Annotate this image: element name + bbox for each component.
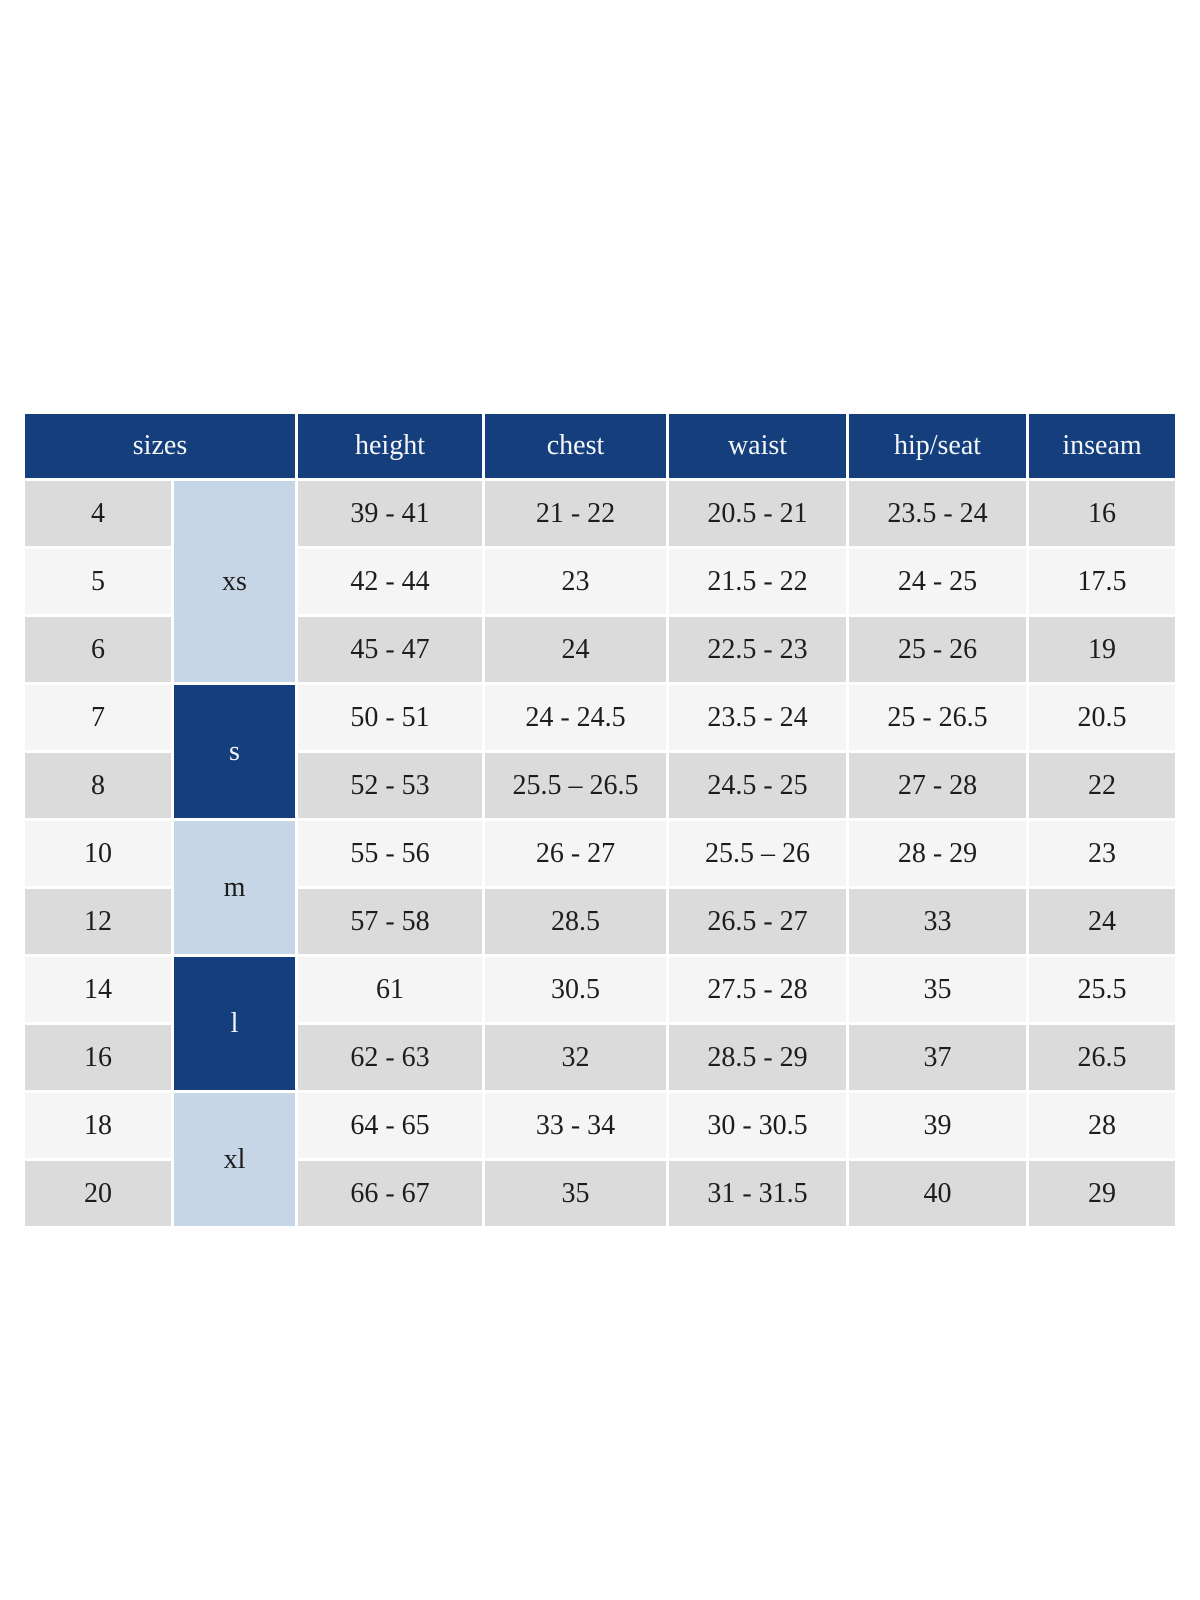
height-cell: 57 - 58 [298, 889, 482, 954]
header-inseam: inseam [1029, 414, 1175, 478]
height-cell: 45 - 47 [298, 617, 482, 682]
chest-cell: 23 [485, 549, 666, 614]
size-cell: 12 [25, 889, 171, 954]
table-row: 4 xs 39 - 41 21 - 22 20.5 - 21 23.5 - 24… [25, 481, 1175, 682]
hip-seat-cell: 35 [849, 957, 1026, 1022]
height-cell: 62 - 63 [298, 1025, 482, 1090]
chest-cell: 24 [485, 617, 666, 682]
header-hip-seat: hip/seat [849, 414, 1026, 478]
waist-cell: 30 - 30.5 [669, 1093, 846, 1158]
size-cell: 14 [25, 957, 171, 1022]
height-cell: 50 - 51 [298, 685, 482, 750]
inseam-cell: 16 [1029, 481, 1175, 546]
header-row: sizes height chest waist hip/seat inseam [25, 414, 1175, 478]
group-cell-l: l [174, 957, 295, 1090]
header-height: height [298, 414, 482, 478]
inseam-cell: 23 [1029, 821, 1175, 886]
table-row: 20 66 - 67 35 31 - 31.5 40 29 [25, 1161, 1175, 1226]
table-row: 8 52 - 53 25.5 – 26.5 24.5 - 25 27 - 28 … [25, 753, 1175, 818]
size-cell: 18 [25, 1093, 171, 1158]
inseam-cell: 28 [1029, 1093, 1175, 1158]
hip-seat-cell: 28 - 29 [849, 821, 1026, 886]
hip-seat-cell: 24 - 25 [849, 549, 1026, 614]
inseam-cell: 20.5 [1029, 685, 1175, 750]
hip-seat-cell: 25 - 26 [849, 617, 1026, 682]
size-cell: 4 [25, 481, 171, 546]
chest-cell: 30.5 [485, 957, 666, 1022]
height-cell: 64 - 65 [298, 1093, 482, 1158]
header-sizes: sizes [25, 414, 295, 478]
size-cell: 8 [25, 753, 171, 818]
size-cell: 20 [25, 1161, 171, 1226]
height-cell: 39 - 41 [298, 481, 482, 546]
waist-cell: 20.5 - 21 [669, 481, 846, 546]
chest-cell: 32 [485, 1025, 666, 1090]
chest-cell: 28.5 [485, 889, 666, 954]
waist-cell: 23.5 - 24 [669, 685, 846, 750]
waist-cell: 24.5 - 25 [669, 753, 846, 818]
header-chest: chest [485, 414, 666, 478]
size-chart-body: 4 xs 39 - 41 21 - 22 20.5 - 21 23.5 - 24… [25, 481, 1175, 1226]
header-waist: waist [669, 414, 846, 478]
inseam-cell: 22 [1029, 753, 1175, 818]
inseam-cell: 26.5 [1029, 1025, 1175, 1090]
size-cell: 5 [25, 549, 171, 614]
waist-cell: 22.5 - 23 [669, 617, 846, 682]
group-cell-xl: xl [174, 1093, 295, 1226]
size-cell: 7 [25, 685, 171, 750]
hip-seat-cell: 37 [849, 1025, 1026, 1090]
chest-cell: 24 - 24.5 [485, 685, 666, 750]
table-row: 6 45 - 47 24 22.5 - 23 25 - 26 19 [25, 617, 1175, 682]
table-row: 16 62 - 63 32 28.5 - 29 37 26.5 [25, 1025, 1175, 1090]
group-cell-m: m [174, 821, 295, 954]
chest-cell: 26 - 27 [485, 821, 666, 886]
inseam-cell: 17.5 [1029, 549, 1175, 614]
table-row: 18 xl 64 - 65 33 - 34 30 - 30.5 39 28 [25, 1093, 1175, 1226]
height-cell: 61 [298, 957, 482, 1022]
table-row: 12 57 - 58 28.5 26.5 - 27 33 24 [25, 889, 1175, 954]
chest-cell: 21 - 22 [485, 481, 666, 546]
group-cell-s: s [174, 685, 295, 818]
hip-seat-cell: 39 [849, 1093, 1026, 1158]
inseam-cell: 19 [1029, 617, 1175, 682]
size-chart-header: sizes height chest waist hip/seat inseam [25, 414, 1175, 478]
waist-cell: 21.5 - 22 [669, 549, 846, 614]
height-cell: 55 - 56 [298, 821, 482, 886]
hip-seat-cell: 40 [849, 1161, 1026, 1226]
hip-seat-cell: 25 - 26.5 [849, 685, 1026, 750]
size-cell: 10 [25, 821, 171, 886]
height-cell: 42 - 44 [298, 549, 482, 614]
waist-cell: 28.5 - 29 [669, 1025, 846, 1090]
hip-seat-cell: 27 - 28 [849, 753, 1026, 818]
group-cell-xs: xs [174, 481, 295, 682]
size-cell: 6 [25, 617, 171, 682]
waist-cell: 25.5 – 26 [669, 821, 846, 886]
size-cell: 16 [25, 1025, 171, 1090]
height-cell: 66 - 67 [298, 1161, 482, 1226]
table-row: 14 l 61 30.5 27.5 - 28 35 25.5 [25, 957, 1175, 1090]
waist-cell: 27.5 - 28 [669, 957, 846, 1022]
chest-cell: 33 - 34 [485, 1093, 666, 1158]
hip-seat-cell: 23.5 - 24 [849, 481, 1026, 546]
inseam-cell: 25.5 [1029, 957, 1175, 1022]
waist-cell: 26.5 - 27 [669, 889, 846, 954]
table-row: 7 s 50 - 51 24 - 24.5 23.5 - 24 25 - 26.… [25, 685, 1175, 818]
height-cell: 52 - 53 [298, 753, 482, 818]
table-row: 5 42 - 44 23 21.5 - 22 24 - 25 17.5 [25, 549, 1175, 614]
size-chart-table: sizes height chest waist hip/seat inseam… [22, 411, 1178, 1229]
chest-cell: 35 [485, 1161, 666, 1226]
hip-seat-cell: 33 [849, 889, 1026, 954]
waist-cell: 31 - 31.5 [669, 1161, 846, 1226]
chest-cell: 25.5 – 26.5 [485, 753, 666, 818]
inseam-cell: 29 [1029, 1161, 1175, 1226]
table-row: 10 m 55 - 56 26 - 27 25.5 – 26 28 - 29 2… [25, 821, 1175, 954]
size-chart-container: sizes height chest waist hip/seat inseam… [22, 411, 1178, 1229]
inseam-cell: 24 [1029, 889, 1175, 954]
